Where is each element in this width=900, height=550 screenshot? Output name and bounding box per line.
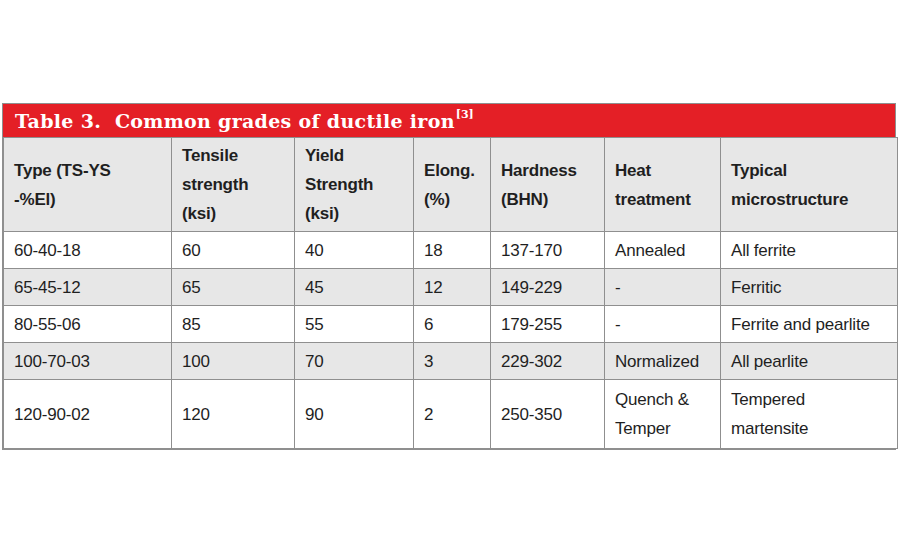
table-cell: Quench & Temper (605, 380, 721, 449)
table-cell: All ferrite (721, 232, 898, 269)
column-header-yield: Yield Strength (ksi) (295, 138, 414, 232)
column-header-tensile: Tensile strength (ksi) (172, 138, 295, 232)
table-cell: - (605, 306, 721, 343)
table-cell: 40 (295, 232, 414, 269)
table-row: 80-55-06 85 55 6 179-255 - Ferrite and p… (4, 306, 898, 343)
table-cell: 18 (414, 232, 491, 269)
table-cell: 137-170 (491, 232, 605, 269)
table-cell: Tempered martensite (721, 380, 898, 449)
table-cell: 60 (172, 232, 295, 269)
table-cell: 85 (172, 306, 295, 343)
table-cell: 149-229 (491, 269, 605, 306)
table-cell: 70 (295, 343, 414, 380)
table-cell: 120 (172, 380, 295, 449)
column-header-type: Type (TS-YS -%El) (4, 138, 172, 232)
table-cell: 80-55-06 (4, 306, 172, 343)
table-cell: Ferritic (721, 269, 898, 306)
table-cell: 100 (172, 343, 295, 380)
table-title: Table 3. Common grades of ductile iron (15, 110, 455, 132)
table-cell: - (605, 269, 721, 306)
table-cell: All pearlite (721, 343, 898, 380)
table-cell: 100-70-03 (4, 343, 172, 380)
table-cell: 6 (414, 306, 491, 343)
table-row: 120-90-02 120 90 2 250-350 Quench & Temp… (4, 380, 898, 449)
table-cell: 3 (414, 343, 491, 380)
table-cell: 229-302 (491, 343, 605, 380)
table-row: 100-70-03 100 70 3 229-302 Normalized Al… (4, 343, 898, 380)
table-cell: 120-90-02 (4, 380, 172, 449)
table-row: 60-40-18 60 40 18 137-170 Annealed All f… (4, 232, 898, 269)
table-cell: Ferrite and pearlite (721, 306, 898, 343)
table-cell: 60-40-18 (4, 232, 172, 269)
table-cell: 12 (414, 269, 491, 306)
header-row: Type (TS-YS -%El) Tensile strength (ksi)… (4, 138, 898, 232)
column-header-hardness: Hardness (BHN) (491, 138, 605, 232)
column-header-elongation: Elong. (%) (414, 138, 491, 232)
table-cell: Normalized (605, 343, 721, 380)
table-cell: 55 (295, 306, 414, 343)
citation-superscript: [3] (456, 108, 474, 121)
table-cell: Annealed (605, 232, 721, 269)
page: Table 3. Common grades of ductile iron[3… (0, 0, 900, 550)
table-cell: 45 (295, 269, 414, 306)
ductile-iron-table: Table 3. Common grades of ductile iron[3… (2, 103, 896, 450)
table-row: 65-45-12 65 45 12 149-229 - Ferritic (4, 269, 898, 306)
table-cell: 90 (295, 380, 414, 449)
table-cell: 65-45-12 (4, 269, 172, 306)
table-cell: 250-350 (491, 380, 605, 449)
table-title-bar: Table 3. Common grades of ductile iron[3… (3, 104, 895, 137)
table-cell: 2 (414, 380, 491, 449)
column-header-heat-treatment: Heat treatment (605, 138, 721, 232)
column-header-microstructure: Typical microstructure (721, 138, 898, 232)
table-cell: 179-255 (491, 306, 605, 343)
table-cell: 65 (172, 269, 295, 306)
data-table: Type (TS-YS -%El) Tensile strength (ksi)… (3, 137, 898, 449)
